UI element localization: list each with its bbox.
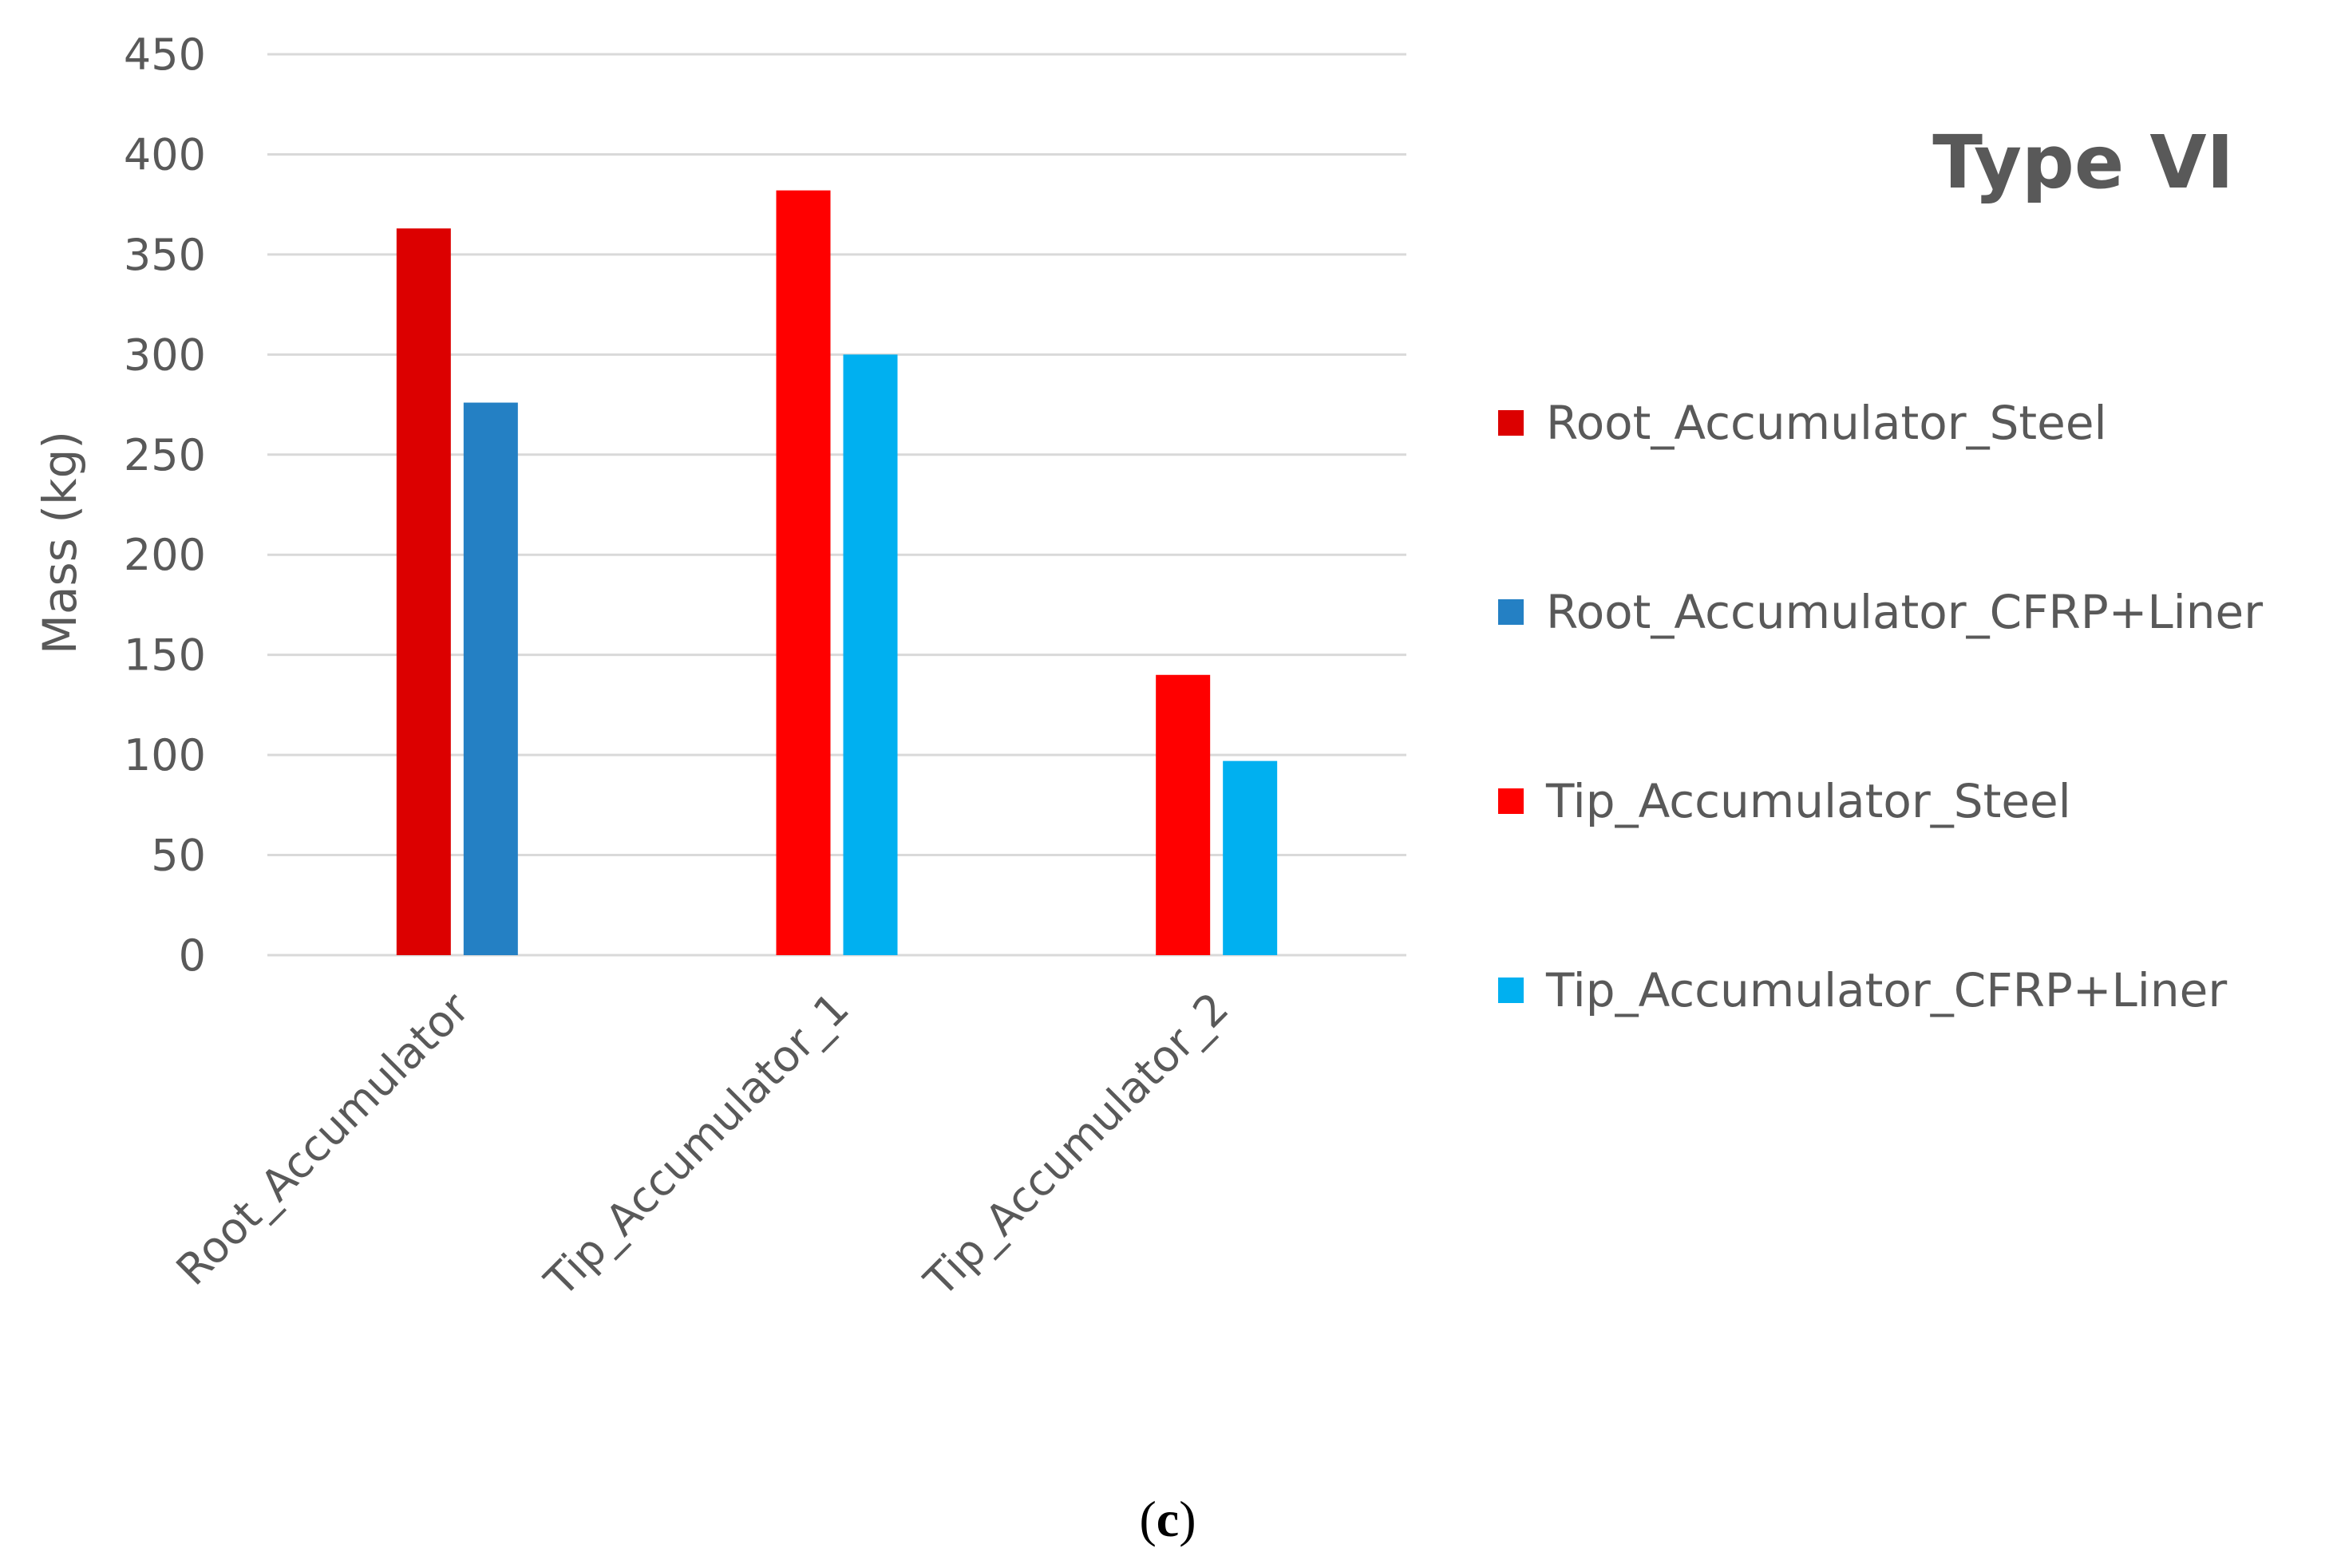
bar-tip-accumulator-cfrp-liner-1 [843,354,898,955]
y-tick-label: 100 [124,730,206,780]
caption-open-paren: ( [1139,1491,1156,1547]
legend-swatch [1498,978,1524,1003]
bar-tip-accumulator-steel-2 [1156,674,1211,955]
bar-tip-accumulator-cfrp-liner-2 [1223,760,1278,955]
bars [396,190,1278,956]
legend-swatch [1498,599,1524,625]
legend-swatch [1498,410,1524,436]
bar-tip-accumulator-steel-1 [776,190,831,956]
legend: Root_Accumulator_Steel Root_Accumulator_C… [1498,396,2263,1017]
legend-swatch [1498,788,1524,814]
y-tick-label: 450 [124,30,206,80]
chart-title: Type VI [1932,120,2234,205]
gridlines [267,53,1406,957]
caption-close-paren: ) [1179,1491,1196,1547]
caption-letter: c [1157,1491,1179,1547]
legend-label: Root_Accumulator_CFRP+Liner [1546,585,2263,639]
y-axis-ticks: 0 50 100 150 200 250 300 350 400 450 [124,30,206,981]
y-tick-label: 150 [124,630,206,681]
bar-root-accumulator-steel-0 [396,228,451,956]
y-tick-label: 250 [124,430,206,480]
figure-caption: (c) [1139,1491,1196,1547]
y-tick-label: 0 [179,930,206,981]
x-tick-label: Tip_Accumulator_2 [915,983,1239,1307]
y-tick-label: 350 [124,230,206,280]
y-tick-label: 200 [124,530,206,580]
legend-label: Tip_Accumulator_Steel [1545,774,2071,828]
y-tick-label: 300 [124,330,206,380]
x-tick-label: Tip_Accumulator_1 [535,983,859,1307]
legend-label: Root_Accumulator_Steel [1546,396,2107,450]
legend-label: Tip_Accumulator_CFRP+Liner [1545,963,2227,1017]
y-tick-label: 50 [151,831,206,881]
y-tick-label: 400 [124,129,206,180]
x-tick-label: Root_Accumulator [167,982,480,1295]
x-axis-category-labels: Root_Accumulator Tip_Accumulator_1 Tip_Acc… [167,982,1239,1306]
bar-root-accumulator-cfrp-liner-0 [463,402,518,956]
y-axis-title: Mass (kg) [33,431,87,654]
